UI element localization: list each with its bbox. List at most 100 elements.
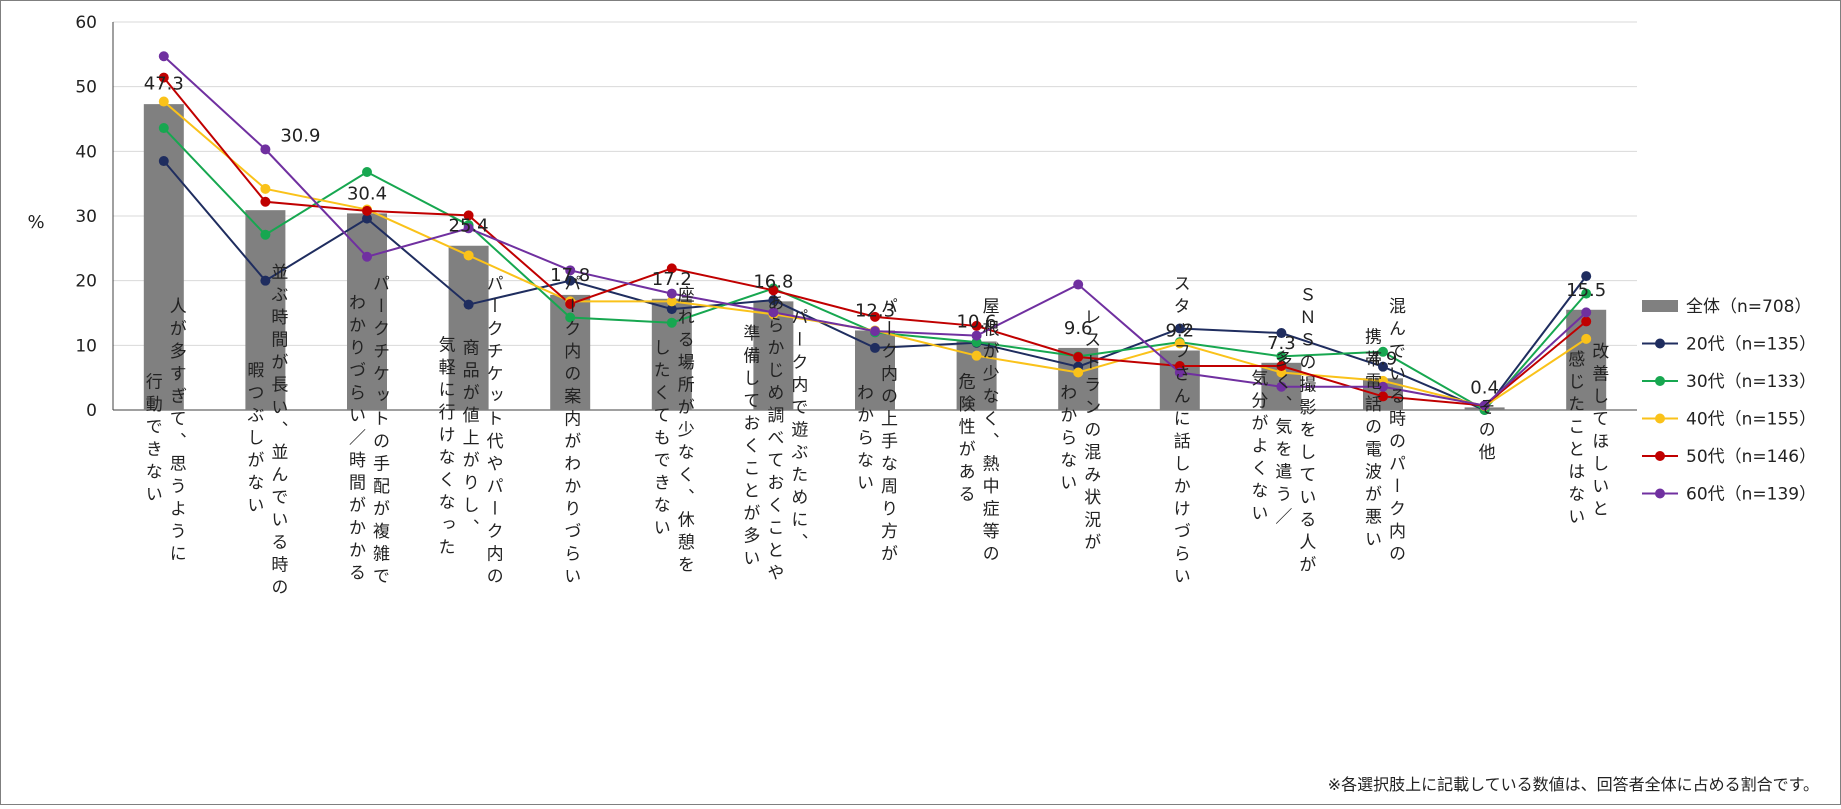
- series-point: [1073, 279, 1084, 290]
- bar-data-label: 17.2: [652, 269, 692, 290]
- y-tick-label: 50: [75, 78, 97, 98]
- category-label: 人が多すぎて、思うように: [166, 297, 187, 567]
- series-point: [666, 317, 677, 328]
- series-point: [260, 144, 271, 155]
- series-point: [463, 299, 474, 310]
- legend-label: 50代（n=146）: [1686, 447, 1816, 467]
- category-label: パーク内で遊ぶために、: [787, 308, 808, 556]
- series-point: [1174, 338, 1185, 349]
- series-point: [463, 223, 474, 234]
- series-point: [362, 167, 372, 178]
- footnote: ※各選択肢上に記載している数値は、回答者全体に占める割合です。: [1327, 775, 1819, 794]
- legend-label: 60代（n=139）: [1686, 485, 1816, 505]
- series-point: [260, 183, 271, 194]
- category-label: パークチケット代やパーク内の: [483, 275, 504, 590]
- series-point: [1378, 381, 1388, 392]
- series-point: [1581, 307, 1592, 318]
- series-point: [158, 96, 169, 107]
- category-label: レストランの混み状況が: [1080, 308, 1101, 556]
- series-point: [666, 263, 677, 274]
- series-point: [1073, 367, 1084, 378]
- series-point: [1479, 400, 1490, 411]
- category-label: 準備しておくことが多い: [739, 324, 760, 572]
- y-tick-label: 10: [75, 336, 97, 356]
- legend-item-overall: 全体（n=708）: [1642, 297, 1811, 317]
- bar-data-labels: 47.3 30.9 30.4 25.4 17.8 17.2 16.8 12.3 10.6 9.6 9…: [144, 73, 1606, 398]
- bar-data-label: 30.9: [280, 125, 320, 146]
- series-point: [1276, 328, 1287, 339]
- category-label: パーク内の案内がわかりづらい: [560, 275, 581, 590]
- series-point: [565, 275, 576, 286]
- bar-data-label: 9.6: [1064, 318, 1093, 339]
- legend-marker: [1655, 376, 1665, 386]
- series-point: [1073, 351, 1084, 362]
- series-point: [463, 210, 474, 221]
- bar-data-label: 30.4: [347, 183, 387, 204]
- bar-data-label: 0.4: [1470, 377, 1499, 398]
- legend-marker: [1655, 413, 1665, 424]
- series-point: [870, 326, 880, 337]
- category-label: 感じたことはない: [1564, 350, 1585, 530]
- bar-data-label: 47.3: [144, 73, 184, 94]
- series-point: [870, 311, 880, 322]
- category-label: パーク内の上手な周り方が: [877, 297, 898, 567]
- series-point: [260, 229, 271, 240]
- bar-data-label: 10.6: [957, 311, 997, 332]
- series-point: [260, 275, 271, 286]
- series-point: [1581, 316, 1592, 327]
- series-point: [1174, 367, 1185, 378]
- bar-data-label: 25.4: [449, 216, 489, 237]
- category-label: 多く、気を遣う／: [1271, 350, 1292, 530]
- legend-item: 20代（n=135）: [1642, 335, 1816, 355]
- series-point: [158, 156, 169, 167]
- category-label: 行動できない: [142, 372, 163, 507]
- category-label: 携帯電話の電波が悪い: [1361, 327, 1382, 552]
- category-label: わかりづらい／時間がかかる: [345, 294, 366, 587]
- category-label: 屋根が少なく、熱中症等の: [979, 297, 1000, 567]
- category-label: 気軽に行けなくなった: [435, 335, 456, 560]
- bar-data-label: 9.2: [1165, 321, 1194, 342]
- bar: [1566, 309, 1607, 410]
- bar-data-label: 16.8: [753, 271, 793, 292]
- category-label: 改善してほしいと: [1588, 342, 1609, 522]
- series-point: [1378, 391, 1388, 402]
- y-tick-label: 60: [75, 13, 97, 33]
- legend-item: 40代（n=155）: [1642, 410, 1816, 430]
- y-tick-label: 30: [75, 207, 97, 227]
- series-point: [870, 342, 880, 353]
- category-label: あらかじめ調べておくことや: [763, 294, 784, 587]
- series-point: [1581, 288, 1592, 299]
- series-point: [971, 350, 982, 361]
- legend: 全体（n=708） 20代（n=135） 30代（n=133） 40代（n=155） 5…: [1642, 297, 1816, 505]
- category-label: ＳＮＳの撮影をしている人が: [1295, 286, 1316, 579]
- bars: [143, 104, 1607, 411]
- series-point: [768, 295, 779, 306]
- category-label: わからない: [1056, 384, 1076, 497]
- series-point: [666, 296, 677, 307]
- legend-item: 60代（n=139）: [1642, 485, 1816, 505]
- category-label: その他: [1475, 398, 1496, 466]
- series-point: [463, 250, 474, 261]
- bar-data-label: 7.3: [1267, 333, 1296, 354]
- series-point: [1276, 381, 1287, 392]
- series-point: [260, 196, 271, 207]
- series-point: [1174, 323, 1185, 334]
- series-point: [971, 320, 982, 331]
- series-point: [158, 123, 169, 134]
- bar-data-label: 15.5: [1566, 280, 1606, 301]
- category-label: パークチケットの手配が複雑で: [369, 275, 390, 590]
- gridlines: [113, 21, 1637, 346]
- legend-label: 30代（n=133）: [1686, 372, 1816, 392]
- bar: [245, 210, 286, 410]
- category-label: 暇つぶしがない: [243, 361, 264, 519]
- bar: [347, 213, 387, 410]
- series-point: [158, 72, 169, 83]
- series-point: [362, 213, 372, 224]
- legend-marker: [1655, 488, 1665, 499]
- category-label: したくてもできない: [650, 339, 670, 542]
- legend-label: 20代（n=135）: [1686, 335, 1816, 355]
- bar: [448, 245, 489, 410]
